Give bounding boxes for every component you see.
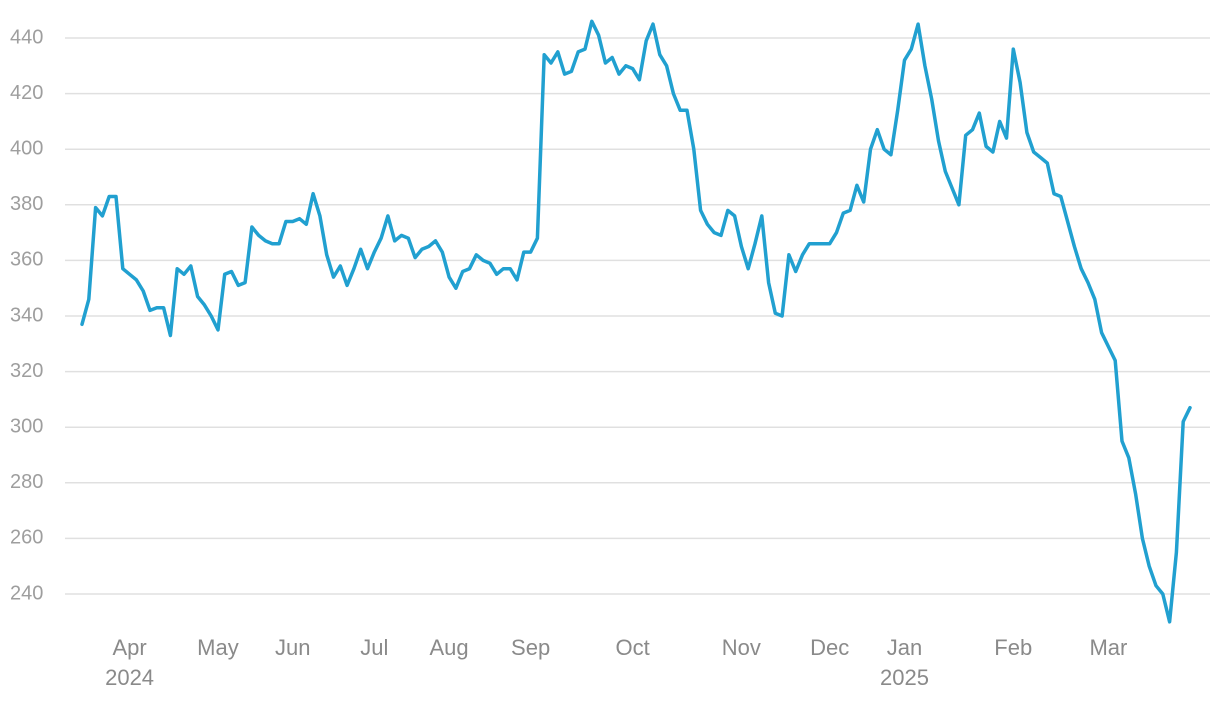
x-tick-label: Apr 2024	[105, 635, 154, 690]
x-tick-label: Mar	[1089, 635, 1127, 660]
x-tick-label: Feb	[994, 635, 1032, 660]
y-tick-label: 440	[10, 26, 43, 48]
y-tick-label: 320	[10, 360, 43, 382]
y-tick-label: 260	[10, 527, 43, 549]
y-tick-label: 300	[10, 415, 43, 437]
y-tick-label: 380	[10, 193, 43, 215]
x-tick-label: Aug	[429, 635, 468, 660]
y-tick-label: 400	[10, 137, 43, 159]
y-tick-label: 420	[10, 82, 43, 104]
x-tick-label: Dec	[810, 635, 849, 660]
y-tick-label: 340	[10, 304, 43, 326]
x-tick-label: Sep	[511, 635, 550, 660]
x-tick-label: Jul	[360, 635, 388, 660]
y-tick-label: 240	[10, 582, 43, 604]
y-tick-label: 360	[10, 249, 43, 271]
x-tick-label: Nov	[722, 635, 761, 660]
line	[80, 19, 1192, 624]
x-tick-label: May	[197, 635, 239, 660]
x-tick-label: Jan 2025	[880, 635, 929, 690]
y-tick-label: 280	[10, 471, 43, 493]
x-tick-label: Jun	[275, 635, 310, 660]
x-tick-label: Oct	[615, 635, 649, 660]
